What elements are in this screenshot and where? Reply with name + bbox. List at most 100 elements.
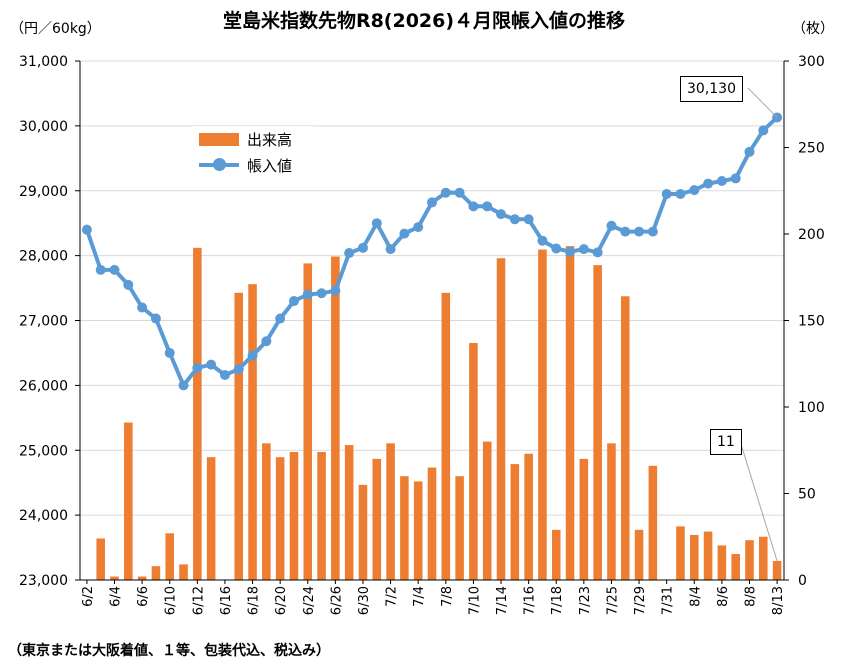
callout-leaders: [739, 87, 778, 562]
price-point: [537, 235, 548, 246]
volume-bar: [551, 529, 561, 580]
volume-bar: [731, 554, 740, 580]
right-tick-label: 250: [798, 141, 825, 157]
price-line-path: [85, 115, 779, 388]
volume-bar: [620, 296, 630, 580]
volume-bar: [262, 443, 271, 580]
price-point: [758, 125, 769, 136]
volume-bar: [593, 265, 602, 580]
price-point: [675, 188, 686, 199]
price-point: [634, 226, 645, 237]
right-tick-label: 100: [798, 400, 825, 416]
price-point: [399, 228, 410, 239]
volume-bar: [275, 457, 285, 580]
x-tick-label: 7/18: [550, 586, 565, 615]
volume-bar: [455, 476, 464, 580]
left-tick-label: 31,000: [19, 54, 68, 70]
price-point: [178, 380, 189, 391]
volume-bar: [96, 538, 105, 580]
price-point: [385, 244, 396, 255]
volume-bar: [510, 464, 520, 580]
price-point: [730, 173, 741, 184]
x-tick-label: 8/13: [771, 586, 786, 615]
price-point: [192, 362, 203, 373]
price-point: [496, 209, 507, 220]
price-point: [468, 201, 479, 212]
price-line: [81, 112, 783, 391]
legend-marker-swatch: [213, 158, 226, 171]
left-tick-label: 28,000: [19, 249, 68, 265]
volume-bar: [234, 292, 244, 580]
volume-bar: [331, 256, 340, 580]
volume-bar: [193, 247, 202, 580]
volume-bar: [151, 566, 161, 580]
volume-bar: [482, 441, 492, 580]
volume-bar: [289, 451, 299, 580]
x-tick-label: 6/24: [302, 586, 317, 615]
volume-bar: [441, 292, 451, 580]
x-tick-label: 6/4: [109, 586, 124, 607]
left-tick-label: 27,000: [19, 314, 68, 330]
price-point: [247, 350, 258, 361]
price-point: [316, 288, 327, 299]
price-point: [592, 247, 603, 258]
price-point: [647, 226, 658, 237]
left-axis-ticks: 23,000 24,000 25,000 26,000 27,000 28,000 29,0…: [19, 54, 80, 589]
price-point: [440, 187, 451, 198]
callout-last-price: 30,130: [680, 76, 743, 102]
left-tick-label: 26,000: [19, 378, 68, 394]
x-tick-label: 6/12: [191, 586, 206, 615]
callout-last-volume: 11: [710, 429, 742, 455]
legend-label-volume: 出来高: [247, 131, 293, 149]
left-tick-label: 24,000: [19, 508, 68, 524]
price-point: [427, 197, 437, 208]
x-tick-label: 7/10: [467, 586, 482, 615]
right-tick-label: 200: [798, 227, 825, 243]
volume-bar: [372, 458, 382, 580]
price-point: [371, 218, 382, 229]
price-point: [578, 244, 589, 255]
volume-bar: [607, 443, 616, 580]
price-point: [288, 296, 299, 307]
x-axis-ticks: 6/2 6/4 6/6 6/10 6/12 6/16 6/18 6/20 6/24 6/26 6/3…: [81, 580, 786, 615]
price-point: [261, 336, 272, 347]
price-point: [744, 146, 755, 157]
legend-item-volume: 出来高: [193, 126, 313, 152]
price-point: [620, 226, 631, 237]
price-point: [523, 214, 534, 225]
price-point: [357, 242, 368, 253]
volume-bar: [538, 249, 547, 580]
price-point: [703, 178, 714, 189]
volume-bar: [579, 458, 589, 580]
x-tick-label: 7/25: [605, 586, 620, 615]
left-tick-label: 30,000: [19, 119, 68, 135]
x-tick-label: 7/4: [412, 586, 427, 607]
left-tick-label: 29,000: [19, 184, 68, 200]
x-tick-label: 6/2: [81, 586, 96, 607]
x-tick-label: 8/6: [716, 586, 731, 607]
volume-bar: [759, 536, 768, 580]
x-tick-label: 7/29: [633, 586, 648, 615]
price-point: [164, 347, 175, 358]
volume-bar: [206, 457, 216, 580]
price-point: [716, 176, 727, 187]
volume-bar: [344, 445, 354, 580]
volume-bar: [137, 576, 147, 580]
x-tick-label: 6/16: [219, 586, 234, 615]
price-point: [454, 187, 465, 198]
price-callout-leader: [747, 87, 778, 118]
price-point: [150, 313, 161, 324]
price-point: [689, 185, 700, 196]
x-tick-label: 7/14: [495, 586, 510, 615]
x-tick-label: 7/23: [578, 586, 593, 615]
volume-bar: [524, 453, 533, 580]
footnote: （東京または大阪着値、１等、包装代込、税込み）: [8, 643, 330, 659]
volume-bar: [413, 481, 423, 580]
x-tick-label: 7/2: [385, 586, 400, 607]
right-axis-ticks: 0 50 100 150 200 250 300: [784, 54, 825, 589]
price-point: [275, 313, 286, 324]
price-point: [81, 224, 92, 235]
volume-callout-leader: [739, 440, 778, 562]
volume-bar: [358, 484, 368, 580]
right-axis-unit: （枚）: [792, 21, 834, 37]
